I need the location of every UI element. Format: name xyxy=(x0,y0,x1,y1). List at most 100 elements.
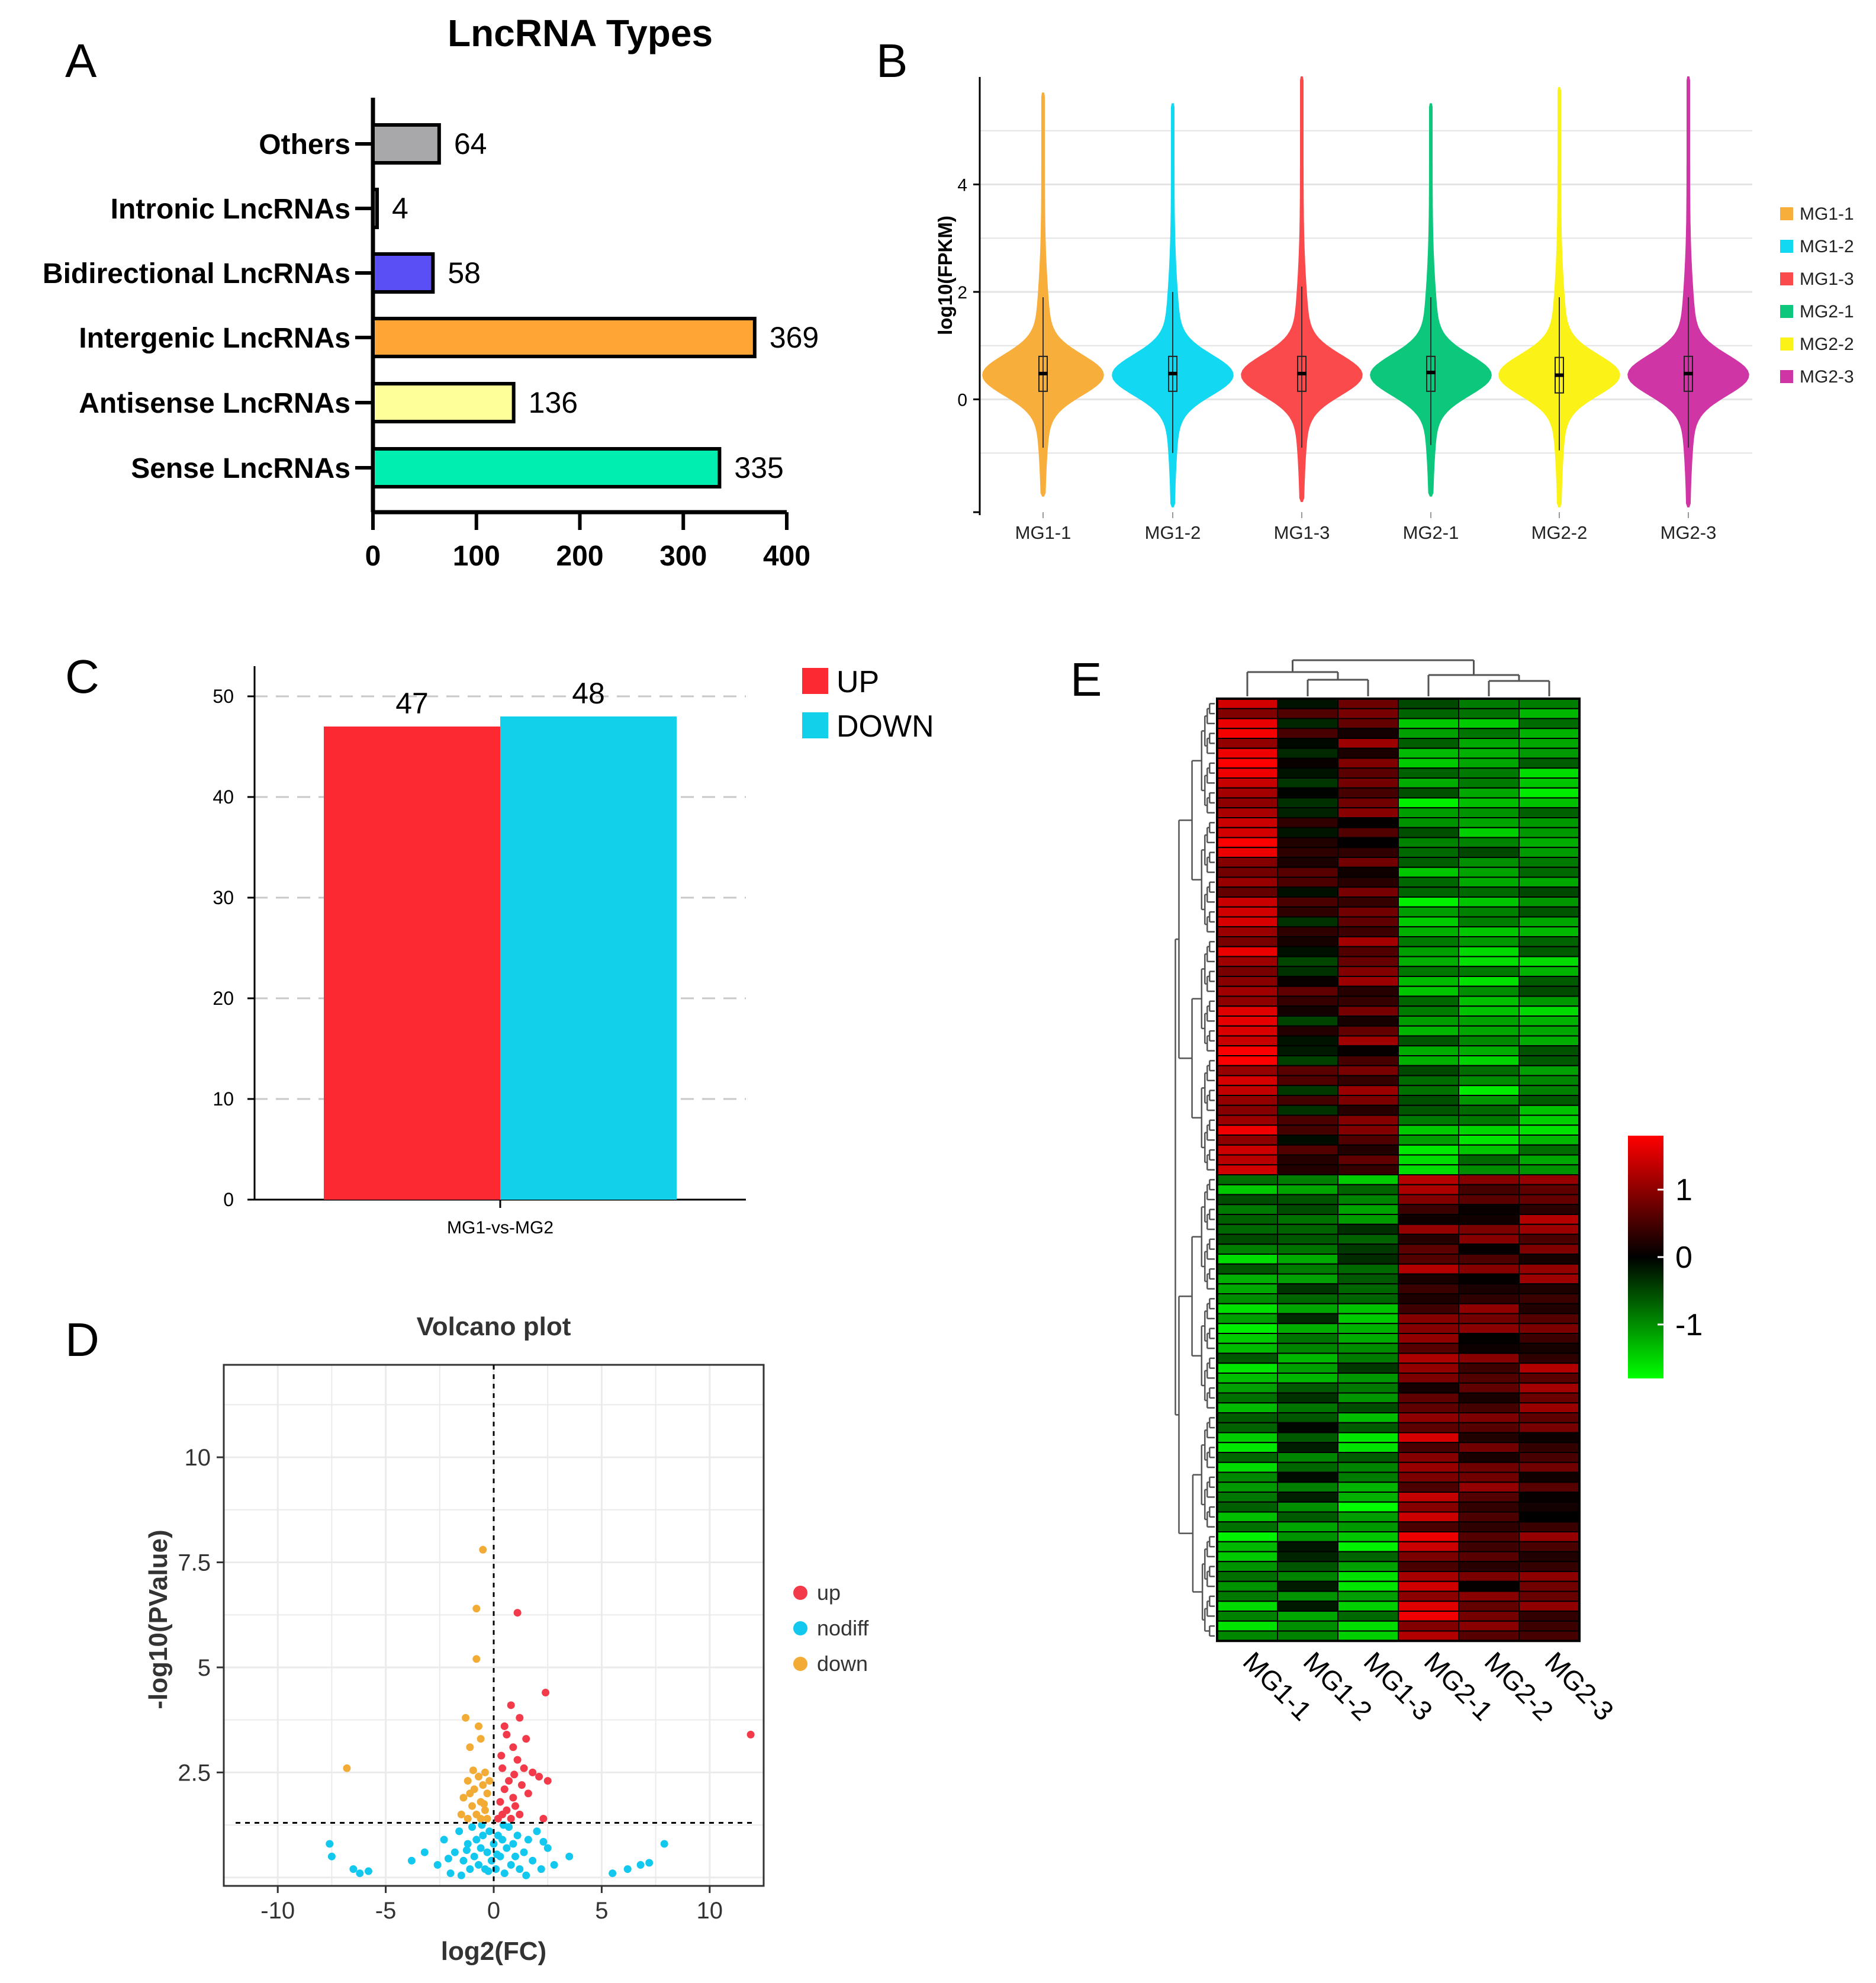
category-label: Intergenic LncRNAs xyxy=(79,323,350,354)
heatmap-cell xyxy=(1277,1303,1338,1314)
heatmap-cell xyxy=(1277,946,1338,957)
heatmap-cell xyxy=(1337,1134,1399,1146)
heatmap-cell xyxy=(1277,1452,1338,1463)
heatmap-cell xyxy=(1398,1481,1459,1493)
heatmap-cell xyxy=(1337,698,1399,709)
heatmap-cell xyxy=(1398,1561,1459,1572)
heatmap-cell xyxy=(1337,1254,1399,1265)
heatmap-cell xyxy=(1458,1263,1520,1275)
heatmap-cell xyxy=(1458,1402,1520,1413)
heatmap-cell xyxy=(1217,1373,1278,1384)
heatmap-cell xyxy=(1458,1561,1520,1572)
heatmap-cell xyxy=(1398,857,1459,868)
heatmap-cell xyxy=(1277,797,1338,809)
heatmap-cell xyxy=(1337,956,1399,968)
point-nodiff xyxy=(660,1840,668,1848)
heatmap-cell xyxy=(1217,1254,1278,1265)
point-nodiff xyxy=(503,1844,511,1852)
heatmap-cell xyxy=(1217,1333,1278,1344)
heatmap-cell xyxy=(1398,787,1459,799)
heatmap-cell xyxy=(1217,1303,1278,1314)
heatmap-cell xyxy=(1217,757,1278,769)
point-nodiff xyxy=(483,1848,491,1856)
heatmap-cell xyxy=(1518,1342,1580,1354)
y-tick-label: 20 xyxy=(213,988,234,1009)
heatmap-cell xyxy=(1518,827,1580,838)
heatmap-cell xyxy=(1277,747,1338,759)
heatmap-cell xyxy=(1337,1373,1399,1384)
point-nodiff xyxy=(507,1861,515,1869)
heatmap-cell xyxy=(1217,1442,1278,1453)
heatmap-cell xyxy=(1398,946,1459,957)
point-nodiff xyxy=(511,1852,519,1860)
heatmap-cell xyxy=(1458,837,1520,849)
bar-value-label: 48 xyxy=(572,677,605,710)
heatmap-cell xyxy=(1518,1283,1580,1294)
heatmap-cell xyxy=(1337,1362,1399,1374)
heatmap-cell xyxy=(1277,1571,1338,1582)
point-nodiff xyxy=(493,1850,501,1859)
point-down xyxy=(483,1814,491,1823)
heatmap-cell xyxy=(1398,1194,1459,1206)
bar-value-label: 369 xyxy=(770,321,819,354)
heatmap-cell xyxy=(1458,1233,1520,1245)
heatmap-cell xyxy=(1217,738,1278,749)
heatmap-cell xyxy=(1518,837,1580,849)
heatmap-cell xyxy=(1518,1501,1580,1513)
panel-letter-e: E xyxy=(1070,653,1102,706)
heatmap-cell xyxy=(1458,1630,1520,1642)
heatmap-cell xyxy=(1518,1461,1580,1473)
x-tick-label: 200 xyxy=(556,541,603,572)
point-down xyxy=(474,1772,482,1780)
heatmap-cell xyxy=(1337,1481,1399,1493)
heatmap-cell xyxy=(1518,1521,1580,1532)
heatmap-cell xyxy=(1398,1342,1459,1354)
heatmap-cell xyxy=(1337,1392,1399,1404)
point-down xyxy=(343,1764,351,1772)
heatmap-cell xyxy=(1458,1124,1520,1136)
heatmap-cell xyxy=(1398,827,1459,838)
y-tick-label: 10 xyxy=(185,1445,211,1471)
heatmap-cell xyxy=(1277,1005,1338,1017)
heatmap-cell xyxy=(1217,1015,1278,1027)
heatmap-cell xyxy=(1337,1223,1399,1235)
heatmap-cell xyxy=(1398,1214,1459,1225)
heatmap-cell xyxy=(1398,1293,1459,1304)
heatmap-cell xyxy=(1398,1134,1459,1146)
heatmap-cell xyxy=(1398,1333,1459,1344)
heatmap-cell xyxy=(1518,1174,1580,1185)
legend-label: nodiff xyxy=(817,1616,869,1640)
heatmap-cell xyxy=(1458,1342,1520,1354)
heatmap-cell xyxy=(1398,757,1459,769)
heatmap-cell xyxy=(1277,966,1338,977)
colorbar-tick-label: -1 xyxy=(1675,1308,1703,1342)
x-tick-label: 400 xyxy=(763,541,810,572)
heatmap-cell xyxy=(1277,1611,1338,1622)
heatmap-cell xyxy=(1518,1452,1580,1463)
heatmap-cell xyxy=(1277,837,1338,849)
heatmap-cell xyxy=(1277,1422,1338,1434)
heatmap-cell xyxy=(1398,797,1459,809)
heatmap-cell xyxy=(1398,1323,1459,1334)
heatmap-cell xyxy=(1337,787,1399,799)
panel-a: A LncRNA Types 0 100 200 300 400 Others 64 Int… xyxy=(43,12,819,572)
heatmap-cell xyxy=(1217,985,1278,997)
heatmap-cell xyxy=(1518,1015,1580,1027)
heatmap-cell xyxy=(1518,1214,1580,1225)
heatmap-cell xyxy=(1398,1511,1459,1523)
point-down xyxy=(468,1802,477,1810)
heatmap-cell xyxy=(1337,966,1399,977)
heatmap-cell xyxy=(1398,1422,1459,1434)
heatmap-cell xyxy=(1518,1085,1580,1096)
point-down xyxy=(469,1766,477,1775)
heatmap-cell xyxy=(1277,1035,1338,1047)
heatmap-cell xyxy=(1277,1412,1338,1423)
heatmap-cell xyxy=(1398,1114,1459,1126)
heatmap-cell xyxy=(1217,837,1278,849)
point-down xyxy=(466,1743,474,1751)
heatmap-cell xyxy=(1518,866,1580,878)
point-nodiff xyxy=(356,1869,364,1878)
heatmap-cell xyxy=(1217,1492,1278,1503)
heatmap-cell xyxy=(1398,1055,1459,1066)
heatmap-cell xyxy=(1458,1025,1520,1037)
